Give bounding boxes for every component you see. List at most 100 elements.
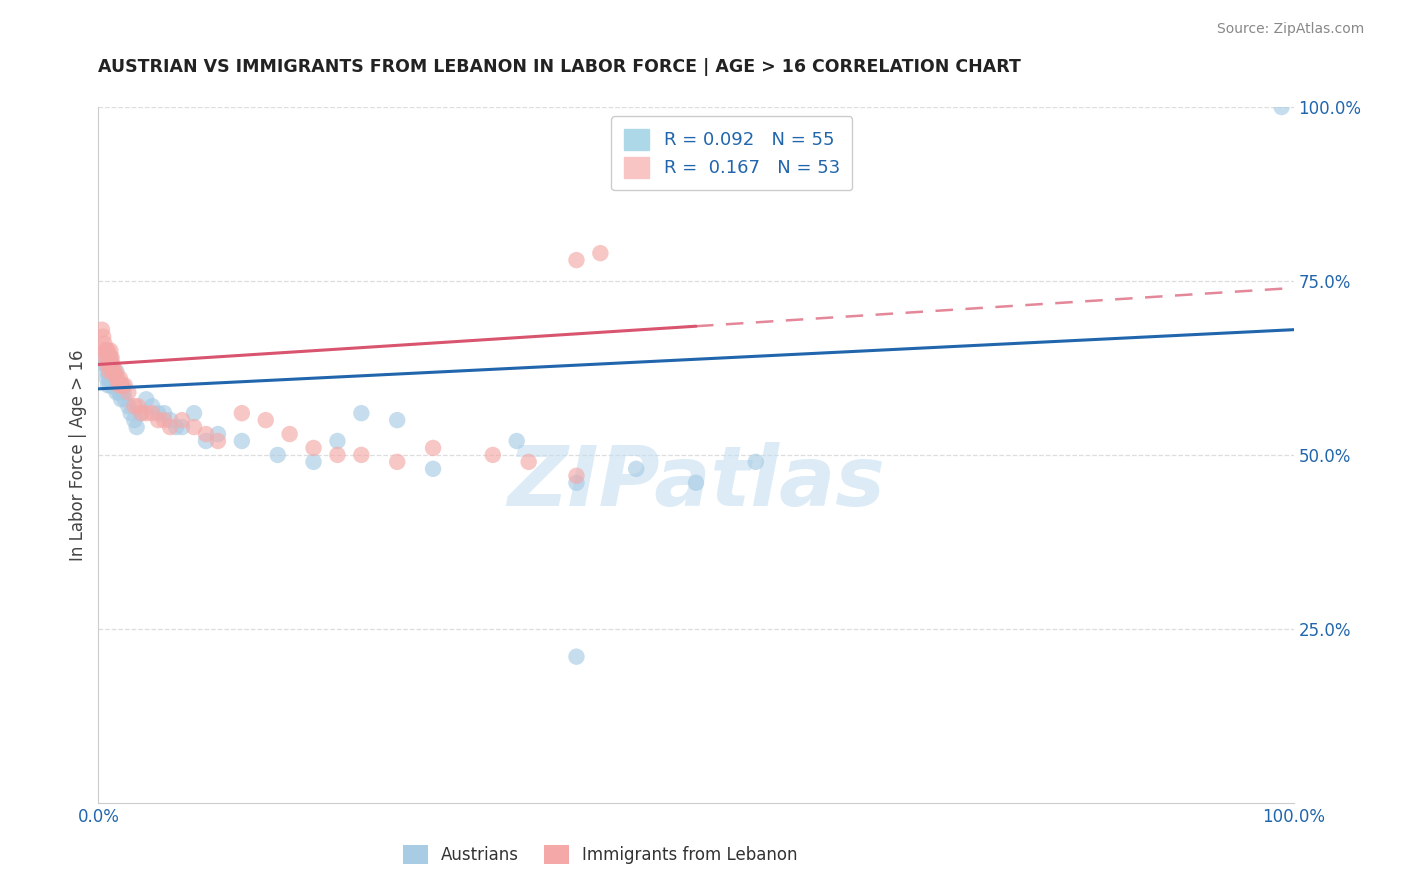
Point xyxy=(97,351,120,365)
Point xyxy=(96,364,118,378)
Point xyxy=(93,336,115,351)
Point xyxy=(101,358,124,372)
Point xyxy=(93,343,115,358)
Point xyxy=(183,406,205,420)
Point xyxy=(385,413,409,427)
Point xyxy=(125,420,148,434)
Point xyxy=(96,343,118,358)
Point xyxy=(114,392,136,407)
Point xyxy=(93,358,115,372)
Point xyxy=(107,385,129,400)
Point xyxy=(117,399,139,413)
Point xyxy=(98,351,122,365)
Point xyxy=(97,358,120,372)
Point xyxy=(108,371,131,385)
Point xyxy=(104,364,127,378)
Point xyxy=(105,371,128,385)
Point xyxy=(98,358,121,372)
Point xyxy=(231,434,253,448)
Point xyxy=(153,406,176,420)
Point xyxy=(565,475,588,490)
Point xyxy=(685,475,707,490)
Point xyxy=(172,420,194,434)
Point xyxy=(120,406,142,420)
Point xyxy=(110,378,132,392)
Point xyxy=(108,385,131,400)
Point xyxy=(141,399,163,413)
Point xyxy=(302,441,325,455)
Point xyxy=(111,378,134,392)
Point xyxy=(148,406,170,420)
Point xyxy=(350,448,373,462)
Point xyxy=(124,413,146,427)
Point xyxy=(131,406,153,420)
Point xyxy=(254,413,277,427)
Point xyxy=(207,427,229,442)
Text: ZIPatlas: ZIPatlas xyxy=(508,442,884,524)
Point xyxy=(165,420,187,434)
Point xyxy=(194,427,217,442)
Point xyxy=(565,649,588,664)
Point xyxy=(98,358,122,372)
Point xyxy=(103,364,125,378)
Point xyxy=(105,364,128,378)
Point xyxy=(278,427,301,442)
Point xyxy=(141,406,163,420)
Point xyxy=(589,246,612,260)
Point xyxy=(98,371,121,385)
Text: AUSTRIAN VS IMMIGRANTS FROM LEBANON IN LABOR FORCE | AGE > 16 CORRELATION CHART: AUSTRIAN VS IMMIGRANTS FROM LEBANON IN L… xyxy=(98,58,1021,76)
Point xyxy=(517,455,540,469)
Point xyxy=(107,371,129,385)
Point xyxy=(124,399,146,413)
Point xyxy=(326,434,349,448)
Point xyxy=(385,455,409,469)
Point xyxy=(91,329,114,343)
Point xyxy=(624,462,647,476)
Point xyxy=(98,364,121,378)
Point xyxy=(326,448,349,462)
Point xyxy=(422,441,444,455)
Point xyxy=(506,434,529,448)
Point xyxy=(96,358,118,372)
Point xyxy=(350,406,373,420)
Legend: Austrians, Immigrants from Lebanon: Austrians, Immigrants from Lebanon xyxy=(396,838,804,871)
Point xyxy=(129,406,152,420)
Point xyxy=(105,385,128,400)
Point xyxy=(107,378,129,392)
Point xyxy=(172,413,194,427)
Point xyxy=(148,413,170,427)
Point xyxy=(194,434,217,448)
Point xyxy=(302,455,325,469)
Y-axis label: In Labor Force | Age > 16: In Labor Force | Age > 16 xyxy=(69,349,87,561)
Text: Source: ZipAtlas.com: Source: ZipAtlas.com xyxy=(1216,22,1364,37)
Point xyxy=(112,385,135,400)
Point xyxy=(98,378,122,392)
Point xyxy=(103,378,125,392)
Point xyxy=(127,399,149,413)
Point xyxy=(117,385,139,400)
Point xyxy=(110,392,132,407)
Point xyxy=(100,351,122,365)
Point xyxy=(94,343,117,358)
Point xyxy=(267,448,290,462)
Point xyxy=(481,448,505,462)
Point xyxy=(159,420,181,434)
Point xyxy=(103,371,125,385)
Point xyxy=(98,364,121,378)
Point xyxy=(1271,100,1294,114)
Point xyxy=(111,378,134,392)
Point xyxy=(94,351,117,365)
Point xyxy=(104,378,127,392)
Point xyxy=(231,406,253,420)
Point xyxy=(98,343,122,358)
Point xyxy=(98,358,122,372)
Point xyxy=(565,253,588,268)
Point xyxy=(98,351,122,365)
Point xyxy=(135,406,157,420)
Point xyxy=(94,351,117,365)
Point xyxy=(565,468,588,483)
Point xyxy=(107,378,129,392)
Point xyxy=(97,343,120,358)
Point xyxy=(101,364,124,378)
Point xyxy=(97,378,120,392)
